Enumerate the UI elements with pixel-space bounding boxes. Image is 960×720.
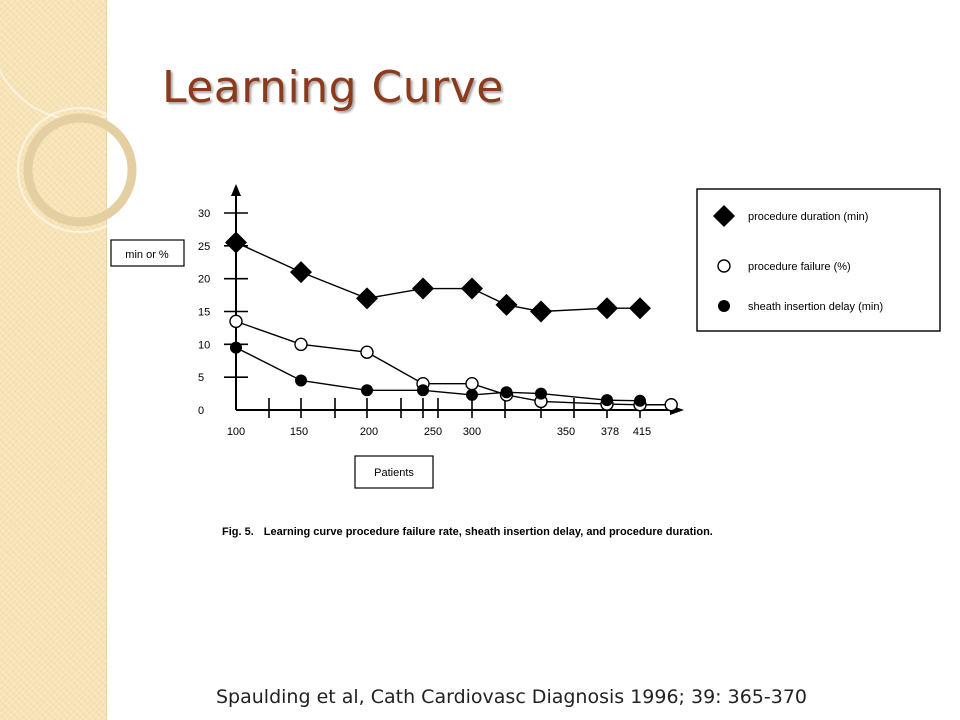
filled-circle-marker <box>535 387 547 400</box>
diamond-marker <box>629 297 651 320</box>
legend-label: procedure duration (min) <box>748 211 868 223</box>
y-tick-label: 0 <box>198 405 204 417</box>
diamond-marker <box>412 277 434 300</box>
legend-filled-circle-marker <box>718 300 730 312</box>
open-circle-marker <box>465 377 479 391</box>
x-tick-label: 100 <box>227 426 245 438</box>
filled-circle-marker <box>500 386 513 399</box>
learning-curve-chart: 0 5 10 15 20 25 30 100 150 200 250 300 350 378 415 min … <box>110 184 941 538</box>
x-tick-label: 415 <box>633 426 651 438</box>
filled-circle-marker <box>417 384 429 397</box>
diamond-marker <box>495 293 518 316</box>
filled-circle-marker <box>634 394 646 407</box>
legend-box <box>696 188 941 332</box>
y-tick-label: 10 <box>198 339 210 351</box>
diamond-marker <box>290 261 312 284</box>
open-circle-marker <box>229 314 243 329</box>
slide-title: Learning Curve <box>162 62 504 113</box>
legend-open-circle-marker <box>717 259 731 273</box>
x-axis-label: Patients <box>374 467 414 479</box>
y-tick-label: 15 <box>198 307 210 319</box>
citation-text: Spaulding et al, Cath Cardiovasc Diagnos… <box>216 686 808 708</box>
y-tick-label: 20 <box>198 274 210 286</box>
x-tick-label: 200 <box>360 426 378 438</box>
series-line-3 <box>235 346 641 402</box>
y-tick-label: 5 <box>198 372 204 384</box>
filled-circle-marker <box>466 388 478 401</box>
y-tick-label: 30 <box>198 208 210 220</box>
y-axis-label: min or % <box>125 249 169 261</box>
legend-label: procedure failure (%) <box>748 261 851 273</box>
x-tick-label: 350 <box>557 426 575 438</box>
x-tick-label: 378 <box>601 426 619 438</box>
y-tick-label: 25 <box>198 241 210 253</box>
ylabel-box <box>110 239 185 267</box>
diamond-marker <box>225 231 247 254</box>
decorative-circles <box>0 68 140 233</box>
filled-circle-marker <box>601 394 613 407</box>
y-axis-arrow <box>231 184 241 196</box>
x-tick-label: 300 <box>463 426 481 438</box>
filled-circle-marker <box>361 384 373 397</box>
series-line-2 <box>235 320 672 406</box>
x-tick-label: 150 <box>290 426 308 438</box>
open-circle-marker <box>664 398 678 412</box>
diamond-marker <box>461 277 483 300</box>
figure-caption-label: Fig. 5. <box>222 526 254 538</box>
open-circle-marker <box>294 337 308 352</box>
open-circle-marker <box>360 345 374 359</box>
legend-diamond-marker <box>713 205 735 227</box>
x-tick-label: 250 <box>424 426 442 438</box>
diamond-marker <box>356 287 378 310</box>
diamond-marker <box>596 297 618 320</box>
diamond-marker <box>530 300 552 323</box>
filled-circle-marker <box>230 341 242 354</box>
figure-caption-text: Learning curve procedure failure rate, s… <box>264 526 713 538</box>
xlabel-box <box>354 455 434 489</box>
figure-caption: Fig. 5. Learning curve procedure failure … <box>222 526 713 538</box>
filled-circle-marker <box>295 374 307 387</box>
legend-label: sheath insertion delay (min) <box>748 301 883 313</box>
